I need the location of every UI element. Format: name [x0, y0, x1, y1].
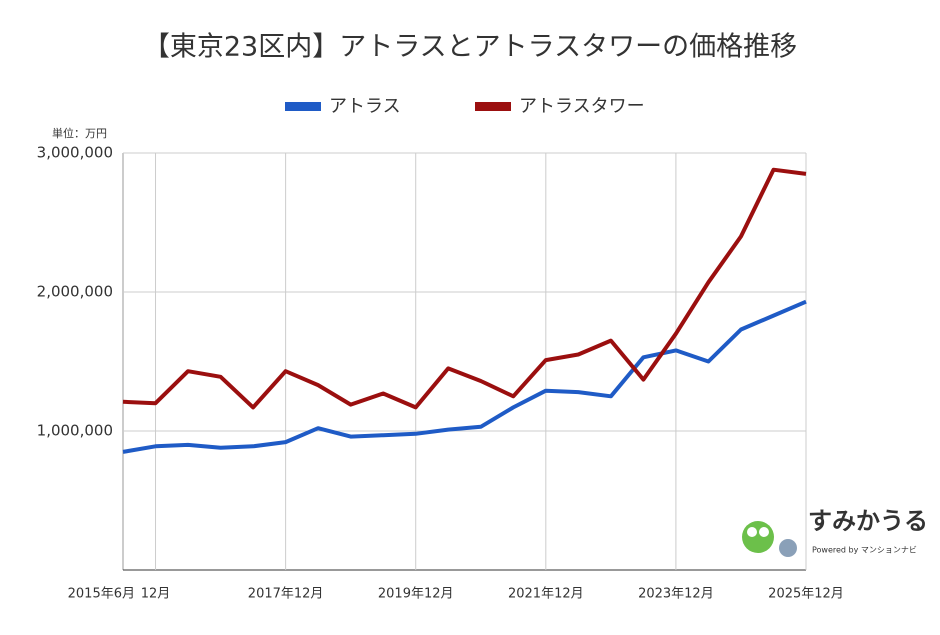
x-tick-label: 12月 [141, 587, 171, 602]
logo: すみかうる Powered by マンションナビ [742, 507, 928, 557]
logo-icon [742, 521, 774, 553]
x-tick-label: 2023年12月 [638, 587, 714, 602]
x-tick-label: 2019年12月 [378, 587, 454, 602]
y-tick-label: 1,000,000 [37, 422, 113, 440]
x-tick-label: 2025年12月 [768, 587, 844, 602]
logo-eye [747, 527, 757, 537]
legend-label: アトラスタワー [519, 96, 645, 117]
x-tick-label: 2021年12月 [508, 587, 584, 602]
series-line [122, 299, 807, 454]
y-tick-label: 3,000,000 [37, 144, 113, 162]
unit-label: 単位：万円 [52, 126, 107, 140]
logo-eye [759, 527, 769, 537]
legend-swatch [285, 102, 321, 111]
legend-swatch [475, 102, 511, 111]
logo-text: すみかうる [808, 507, 928, 535]
x-tick-label: 2015年6月 [68, 587, 135, 602]
logo-powered: Powered by マンションナビ [812, 546, 917, 555]
legend-label: アトラス [329, 96, 401, 117]
logo-icon [779, 539, 797, 557]
chart-title: 【東京23区内】アトラスとアトラスタワーの価格推移 [143, 32, 797, 63]
x-tick-label: 2017年12月 [248, 587, 324, 602]
y-tick-label: 2,000,000 [37, 283, 113, 301]
series-line [122, 167, 807, 410]
